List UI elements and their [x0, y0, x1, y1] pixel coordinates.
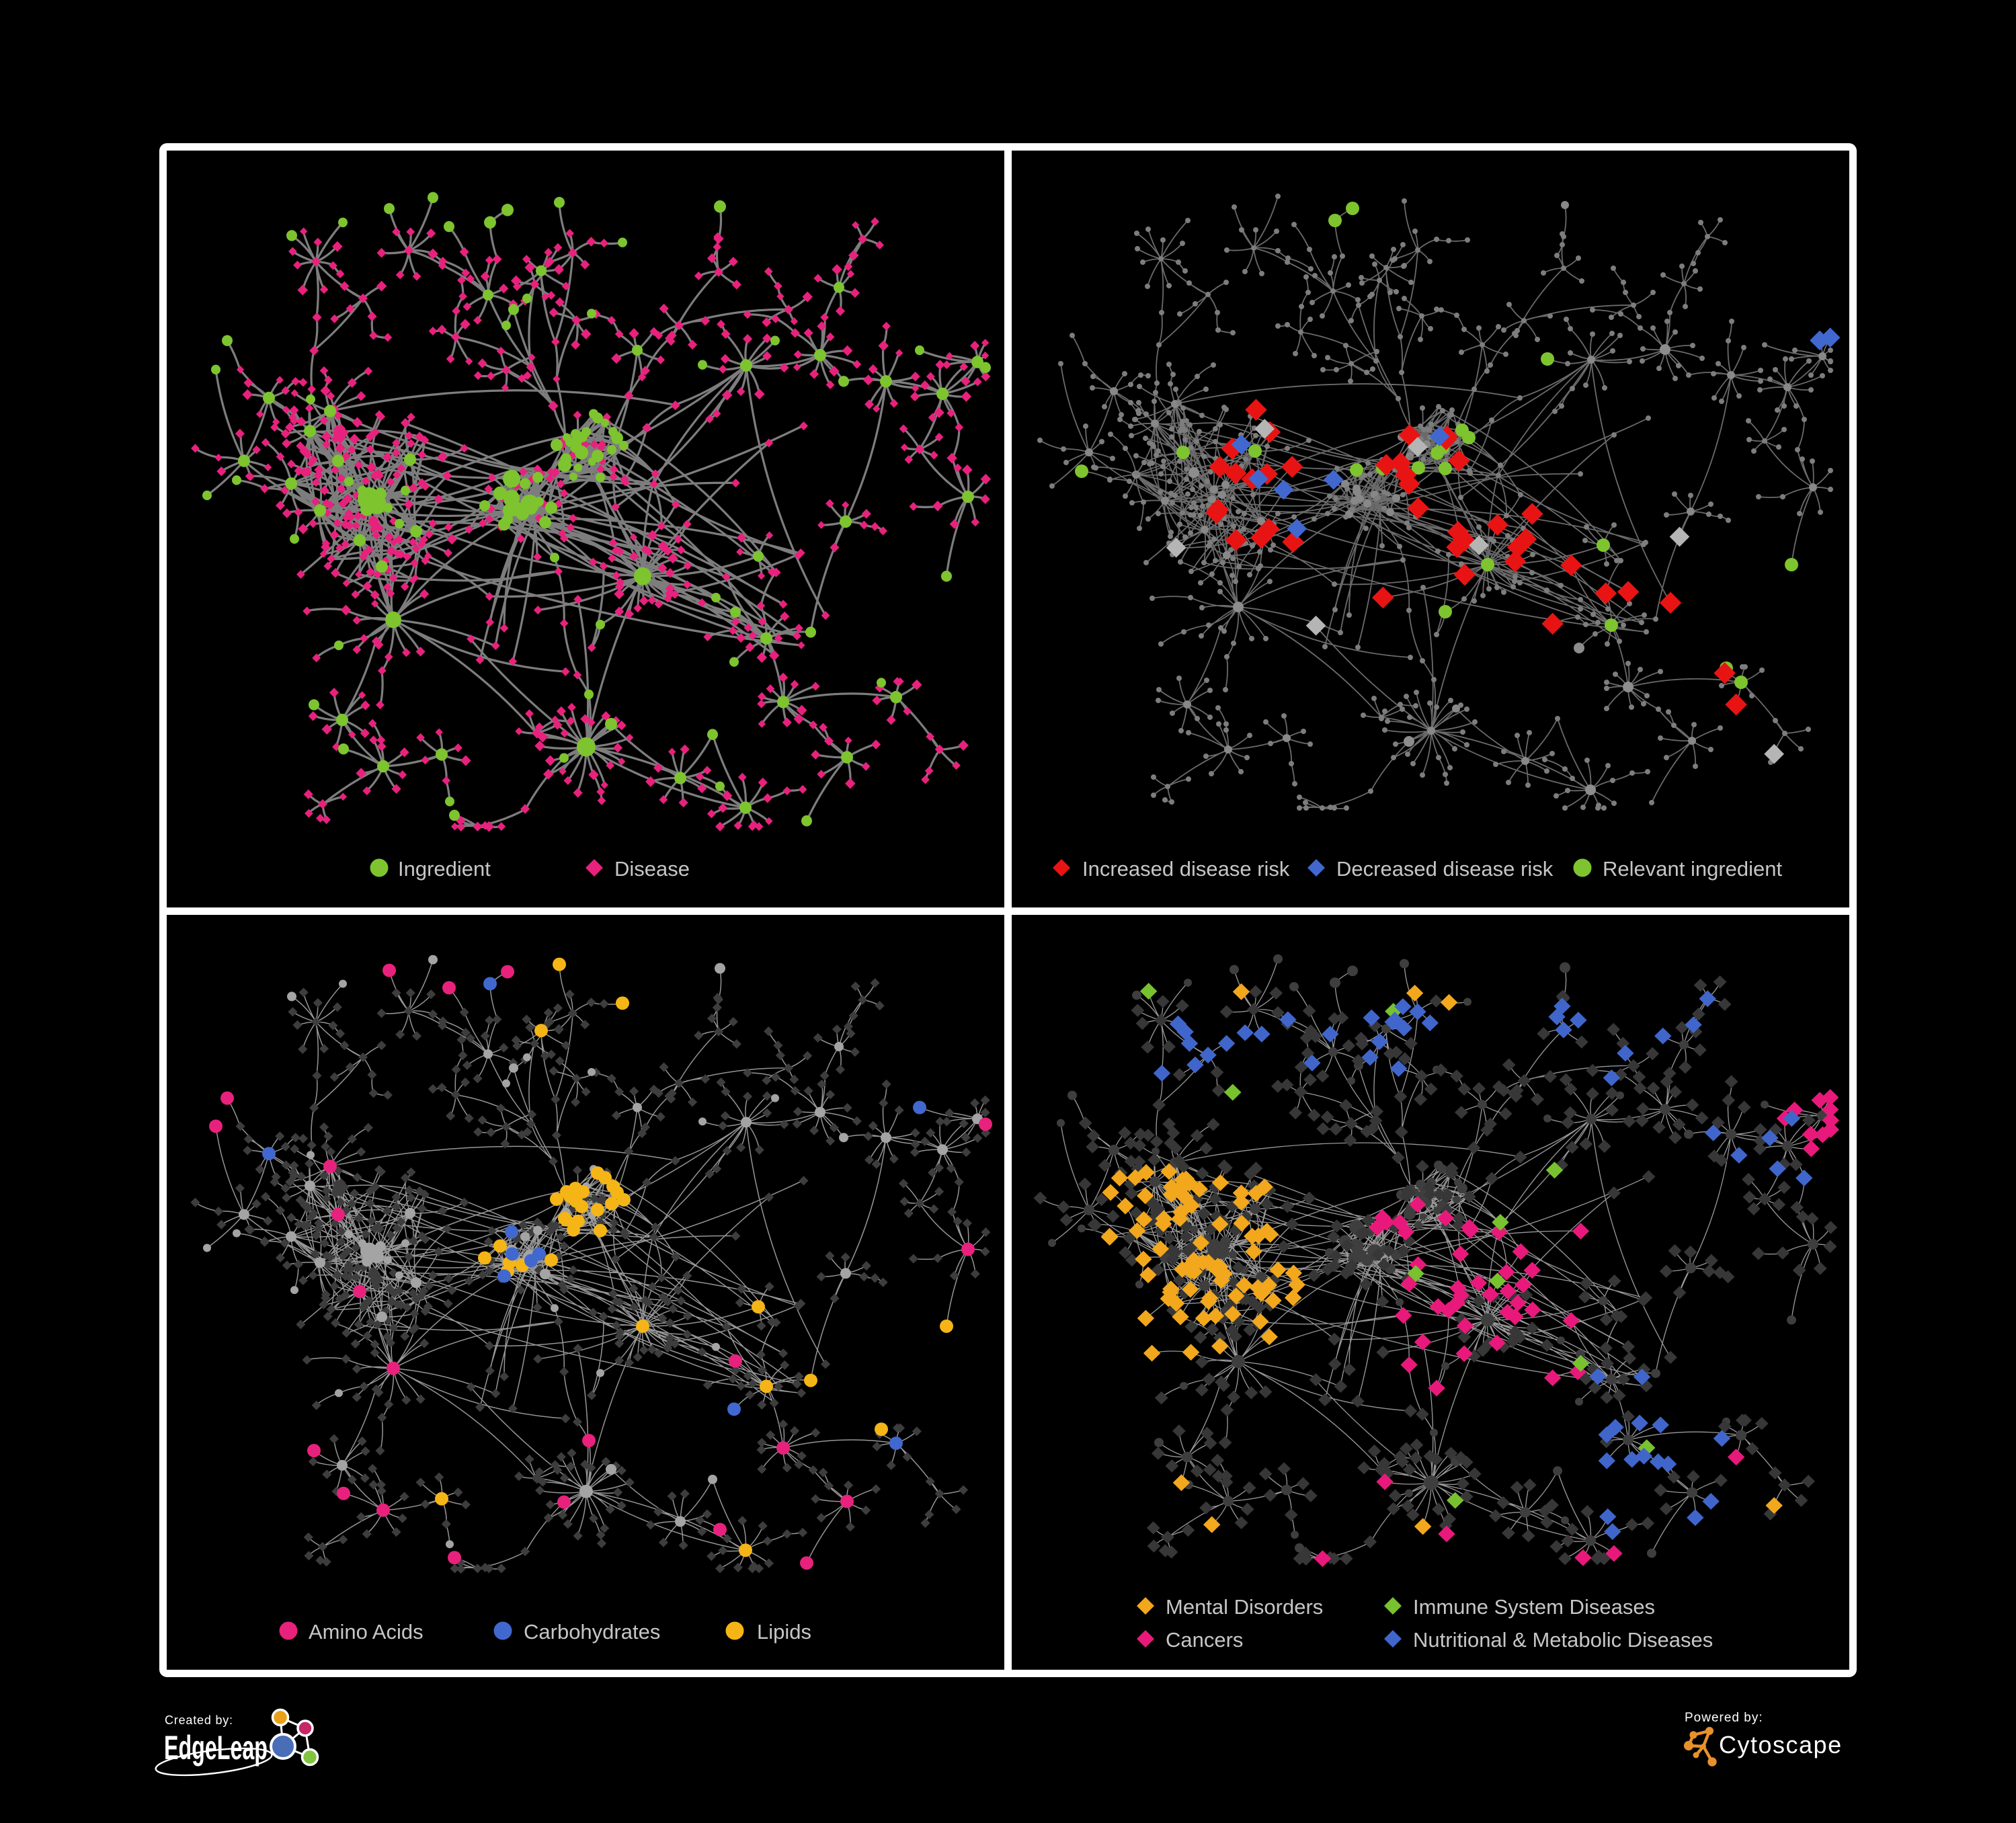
svg-text:Powered by:: Powered by: [1685, 1711, 1763, 1725]
svg-text:Ingredient: Ingredient [398, 857, 491, 881]
svg-text:Decreased disease risk: Decreased disease risk [1336, 857, 1554, 881]
svg-text:EdgeLeap: EdgeLeap [164, 1729, 268, 1767]
svg-text:Increased disease risk: Increased disease risk [1082, 857, 1290, 881]
svg-text:Relevant ingredient: Relevant ingredient [1603, 857, 1783, 881]
svg-text:Lipids: Lipids [757, 1620, 811, 1644]
svg-text:Mental Disorders: Mental Disorders [1166, 1595, 1323, 1619]
svg-text:Cancers: Cancers [1166, 1628, 1243, 1652]
svg-text:Nutritional & Metabolic Diseas: Nutritional & Metabolic Diseases [1413, 1628, 1713, 1652]
svg-text:Carbohydrates: Carbohydrates [524, 1620, 660, 1644]
svg-text:Amino Acids: Amino Acids [309, 1620, 424, 1644]
svg-text:Created by:: Created by: [165, 1713, 233, 1727]
svg-text:Immune System Diseases: Immune System Diseases [1413, 1595, 1655, 1619]
svg-text:Disease: Disease [614, 857, 690, 881]
svg-text:Cytoscape: Cytoscape [1719, 1731, 1843, 1758]
